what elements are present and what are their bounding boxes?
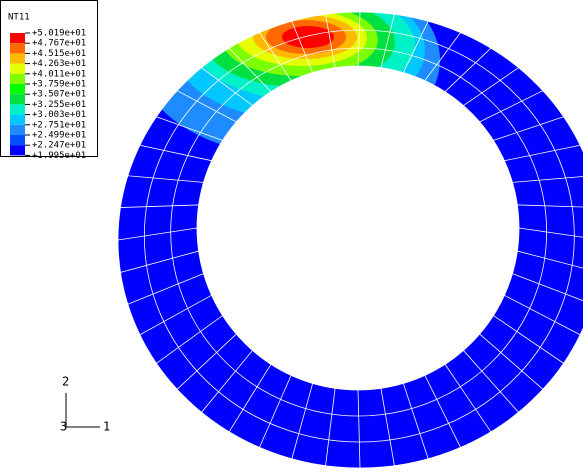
legend-swatch (10, 94, 25, 105)
mesh-edge (402, 21, 429, 73)
legend-label: +3.759e+01 (32, 80, 86, 90)
mesh-edge (259, 375, 292, 448)
legend-label: +5.019e+01 (32, 29, 86, 39)
legend-swatch (10, 43, 25, 54)
mesh-edge (380, 388, 395, 466)
mesh-edge (228, 47, 272, 92)
mesh-edge (512, 176, 583, 183)
mesh-edge (139, 294, 212, 336)
mesh-edge (493, 116, 564, 141)
legend-label: +4.263e+01 (32, 59, 86, 69)
mesh-edge (127, 175, 204, 183)
legend-swatch (10, 104, 25, 115)
legend-label: +3.507e+01 (32, 90, 86, 100)
mesh-edge (117, 227, 198, 241)
mesh-edge (444, 47, 492, 93)
legend-label: +2.751e+01 (32, 120, 86, 130)
mesh-edge (504, 294, 581, 336)
legend: NT11 +5.019e+01+4.767e+01+4.515e+01+4.26… (0, 0, 98, 161)
mesh-edge (424, 32, 461, 81)
mesh-edge (479, 333, 544, 390)
mesh-edge (201, 67, 253, 106)
mesh-edge (139, 144, 212, 162)
triad-label: 3 (60, 420, 67, 434)
mesh-edge (517, 204, 583, 208)
legend-swatch (10, 33, 25, 44)
legend-title: NT11 (8, 13, 30, 23)
mesh-edge (291, 383, 314, 459)
mesh-edge (424, 375, 461, 448)
mesh-ring (196, 65, 520, 391)
mesh-edge (357, 389, 361, 469)
mesh-edge (325, 388, 336, 466)
mesh-edge (517, 250, 583, 269)
mesh-edge (479, 90, 544, 123)
legend-label: +4.515e+01 (32, 49, 86, 59)
model-ring (118, 11, 583, 468)
legend-swatch (10, 145, 25, 156)
mesh-edge (493, 315, 564, 364)
legend-swatch (10, 53, 25, 64)
mesh-edge (402, 383, 429, 459)
mesh-edge (504, 144, 581, 162)
legend-swatch (10, 114, 25, 125)
legend-swatch (10, 63, 25, 74)
mesh-edge (380, 14, 395, 68)
legend-label: +1.995e+01 (32, 151, 86, 161)
mesh-edge (444, 364, 492, 433)
legend-label: +2.247e+01 (32, 141, 86, 151)
mesh-edge (176, 90, 237, 123)
triad-label: 2 (62, 375, 69, 389)
legend-swatch (10, 135, 25, 146)
legend-label: +4.767e+01 (32, 39, 86, 49)
legend-swatch (10, 124, 25, 135)
mesh-edge (156, 315, 223, 364)
mesh-edge (120, 250, 199, 273)
triad-label: 1 (103, 420, 110, 434)
mesh-edge (228, 364, 272, 433)
mesh-edge (156, 116, 223, 141)
mesh-edge (325, 14, 336, 68)
legend-label: +3.003e+01 (32, 110, 86, 120)
mesh-edge (176, 333, 237, 390)
mesh-edge (518, 227, 583, 238)
mesh-edge (463, 350, 519, 413)
legend-label: +3.255e+01 (32, 100, 86, 110)
mesh-edge (463, 67, 519, 106)
legend-swatch (10, 73, 25, 84)
mesh (117, 11, 583, 469)
mesh-edge (127, 273, 204, 305)
mesh-edge (357, 11, 361, 67)
mesh-edge (512, 273, 583, 302)
mesh-edge (259, 32, 292, 81)
legend-label: +4.011e+01 (32, 69, 86, 79)
legend-label: +2.499e+01 (32, 131, 86, 141)
mesh-edge (120, 204, 199, 208)
mesh-edge (291, 21, 314, 73)
mesh-edge (201, 350, 253, 413)
legend-swatch (10, 84, 25, 95)
triad (65, 393, 100, 428)
